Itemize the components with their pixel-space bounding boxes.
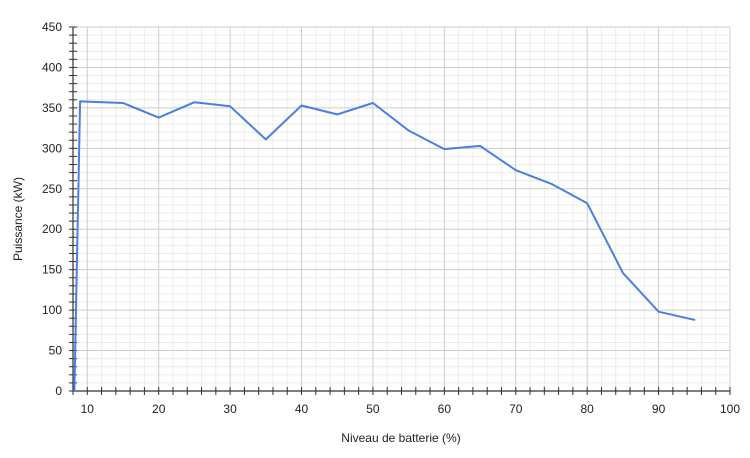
axes [69,26,731,395]
y-tick-label: 200 [42,222,62,236]
series-line [73,100,696,392]
y-tick-label: 400 [42,60,62,74]
x-tick-label: 40 [295,402,309,416]
series-layer [73,100,696,392]
y-tick-label: 150 [42,263,62,277]
x-tick-label: 30 [223,402,237,416]
y-tick-label: 50 [49,344,63,358]
x-tick-label: 90 [652,402,666,416]
x-tick-label: 20 [152,402,166,416]
y-tick-label: 100 [42,303,62,317]
minor-gridlines [72,27,730,391]
x-tick-label: 80 [580,402,594,416]
x-tick-label: 60 [438,402,452,416]
y-axis-title: Puissance (kW) [11,177,25,261]
x-tick-label: 10 [81,402,95,416]
x-tick-label: 100 [720,402,740,416]
x-axis-title: Niveau de batterie (%) [341,431,460,445]
y-tick-label: 250 [42,182,62,196]
x-tick-label: 70 [509,402,523,416]
x-tick-label: 50 [366,402,380,416]
y-tick-labels: 0 50 100 150 200 250 300 350 400 450 [42,20,62,398]
y-tick-label: 450 [42,20,62,34]
y-tick-label: 0 [55,384,62,398]
y-tick-label: 350 [42,101,62,115]
x-tick-labels: 10 20 30 40 50 60 70 80 90 100 [81,402,741,416]
y-tick-label: 300 [42,141,62,155]
